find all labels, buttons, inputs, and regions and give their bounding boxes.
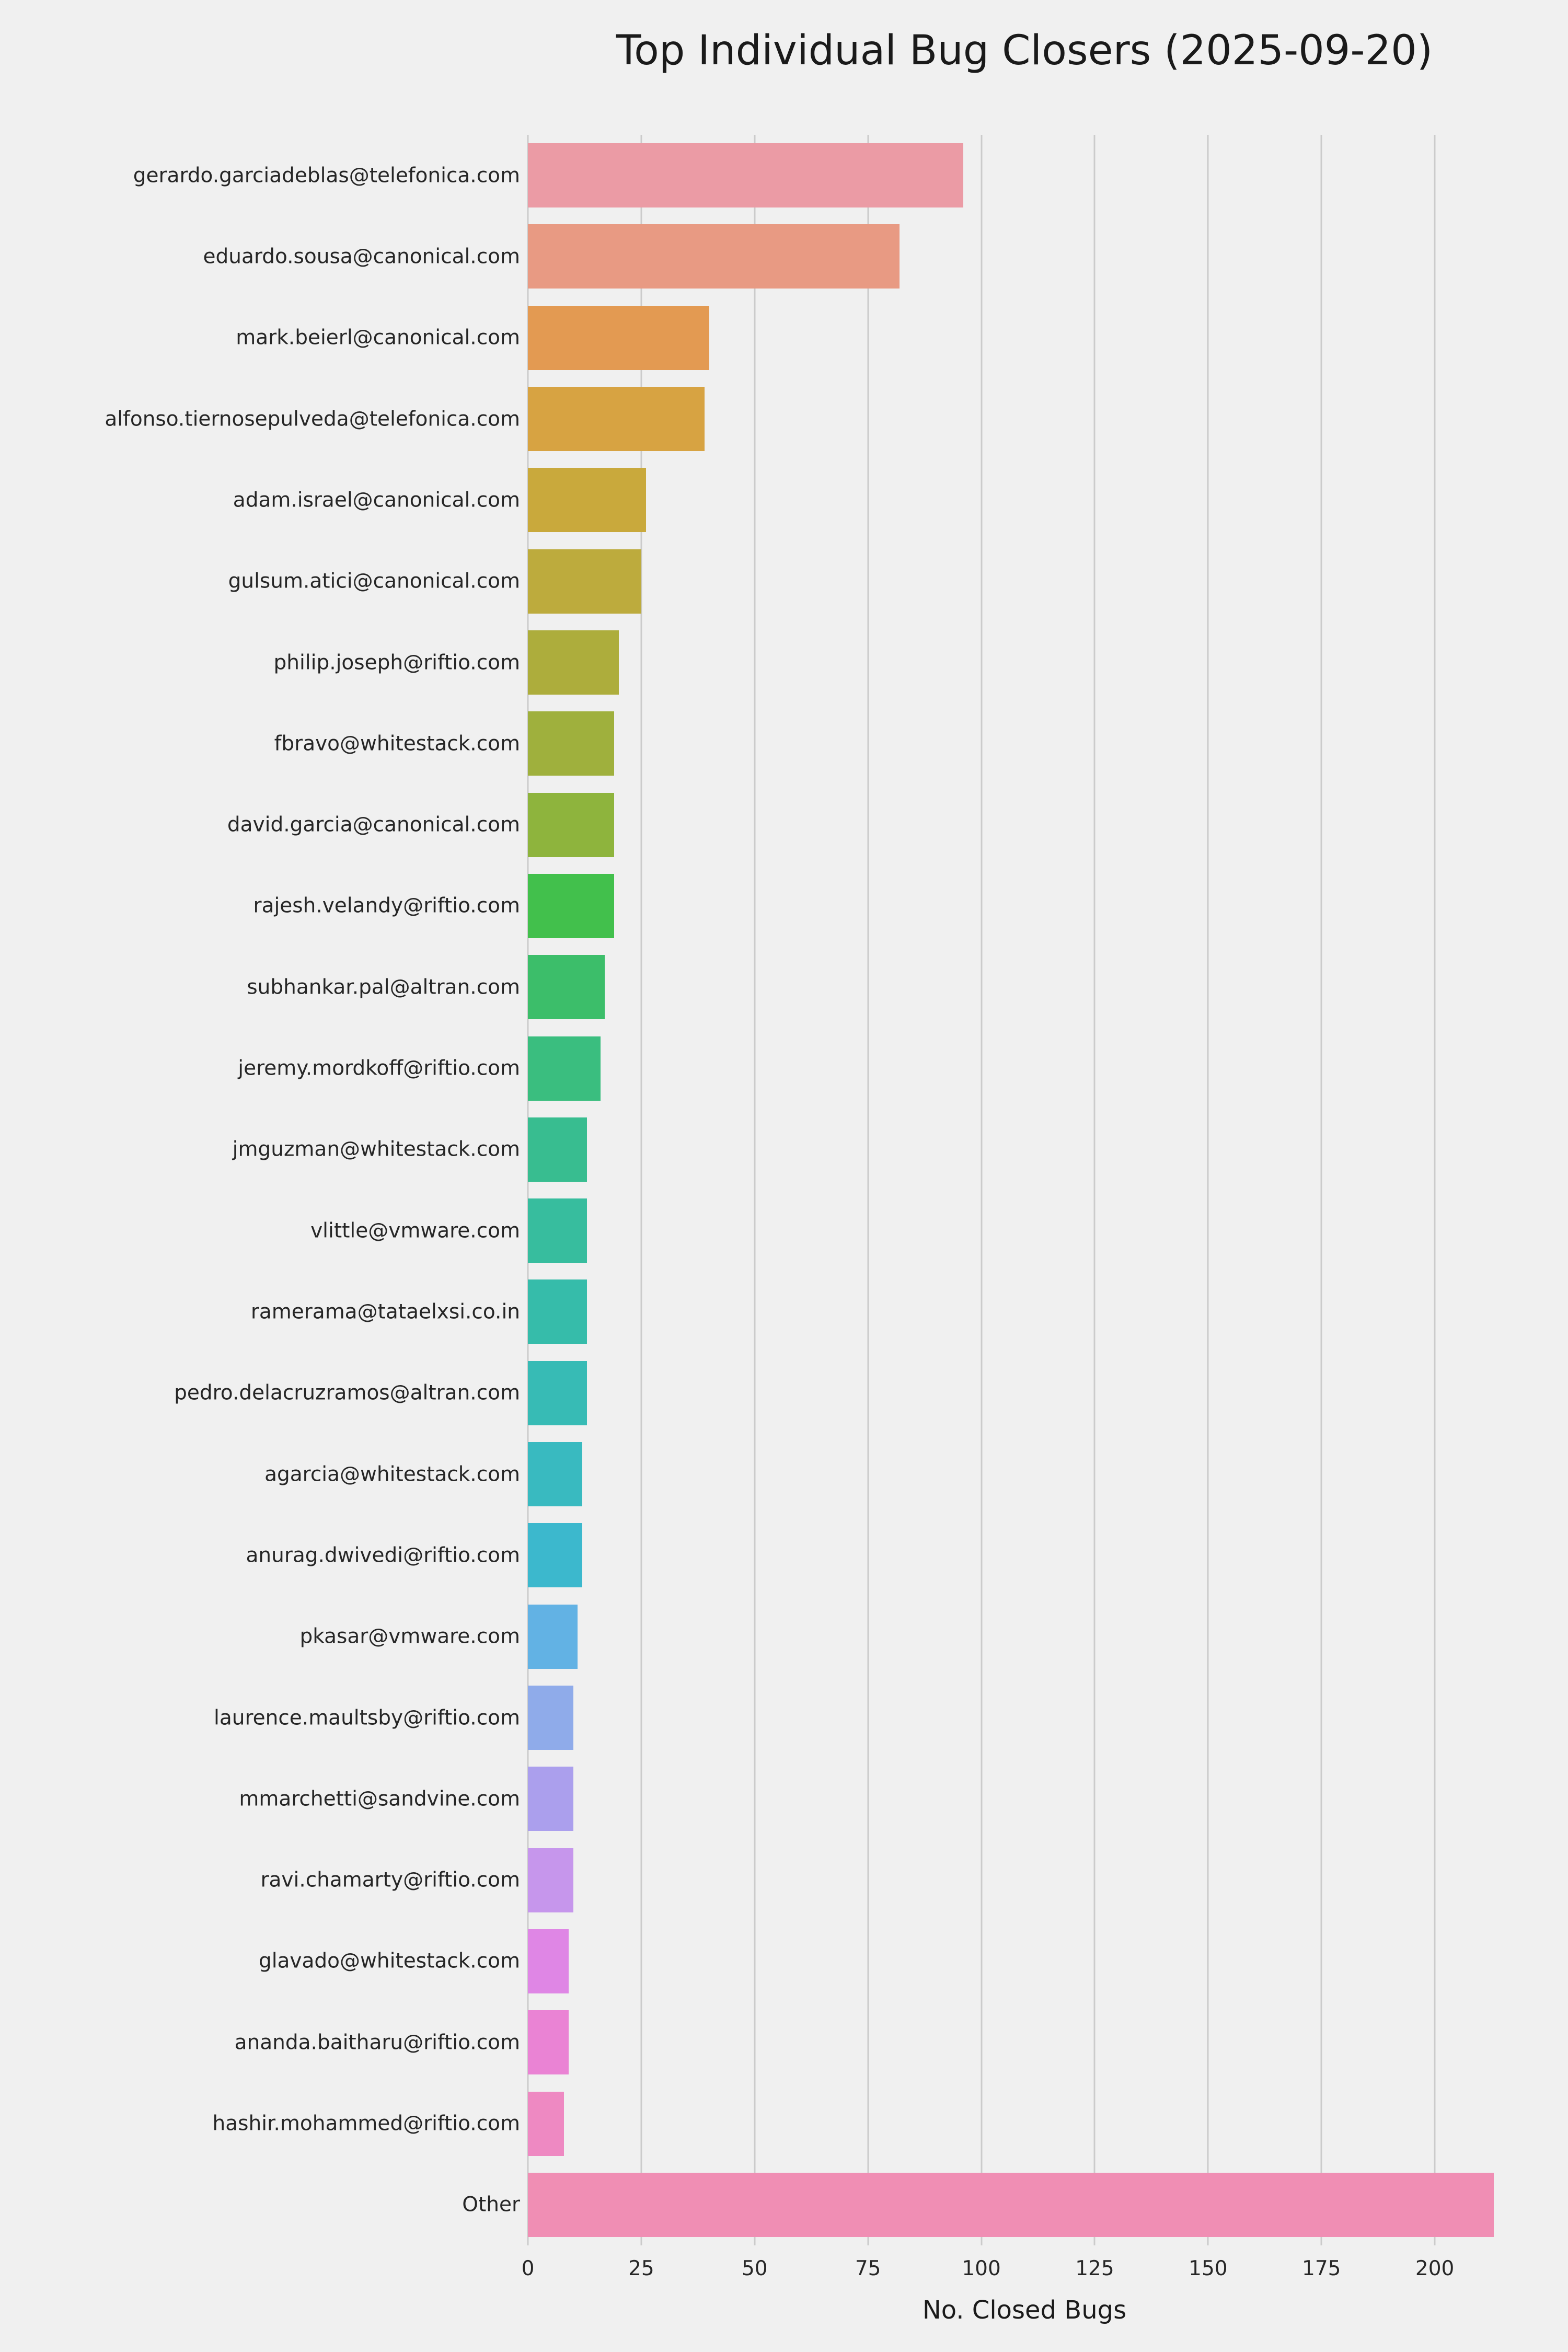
bar	[528, 1767, 573, 1831]
bar	[528, 955, 605, 1019]
x-tick-label: 50	[741, 2257, 768, 2280]
bar	[528, 143, 963, 207]
category-label: adam.israel@canonical.com	[233, 488, 520, 512]
chart-title: Top Individual Bug Closers (2025-09-20)	[616, 27, 1433, 74]
category-label: laurence.maultsby@riftio.com	[214, 1706, 520, 1730]
x-axis-label: No. Closed Bugs	[922, 2296, 1127, 2325]
gridline	[754, 135, 756, 2245]
bar	[528, 711, 614, 776]
gridline	[1207, 135, 1209, 2245]
bar	[528, 549, 641, 614]
bar	[528, 2173, 1494, 2237]
plot-area	[527, 135, 1521, 2245]
category-label: ramerama@tataelxsi.co.in	[250, 1300, 520, 1324]
x-tick-label: 100	[962, 2257, 1001, 2280]
bar	[528, 874, 614, 938]
x-tick-label: 125	[1075, 2257, 1114, 2280]
y-axis-labels: gerardo.garciadeblas@telefonica.com eduar…	[0, 135, 520, 2245]
x-tick-label: 25	[628, 2257, 654, 2280]
bar	[528, 1117, 587, 1182]
gridline	[867, 135, 869, 2245]
bar	[528, 793, 614, 857]
gridline	[1434, 135, 1436, 2245]
category-label: jmguzman@whitestack.com	[232, 1137, 520, 1161]
bar	[528, 1442, 583, 1506]
category-label: anurag.dwivedi@riftio.com	[246, 1543, 520, 1567]
category-label: gulsum.atici@canonical.com	[228, 569, 520, 593]
bar	[528, 224, 900, 289]
category-label: agarcia@whitestack.com	[264, 1462, 520, 1486]
category-label: eduardo.sousa@canonical.com	[203, 245, 521, 269]
bar	[528, 1929, 569, 1993]
category-label: fbravo@whitestack.com	[274, 732, 520, 756]
gridline	[981, 135, 983, 2245]
bar	[528, 1686, 573, 1750]
category-label: philip.joseph@riftio.com	[273, 651, 520, 675]
category-label: mark.beierl@canonical.com	[236, 326, 520, 350]
gridline	[527, 135, 529, 2245]
bar	[528, 2010, 569, 2074]
bar	[528, 1036, 601, 1101]
category-label: subhankar.pal@altran.com	[247, 975, 520, 999]
category-label: Other	[462, 2193, 520, 2217]
x-tick-label: 150	[1189, 2257, 1228, 2280]
bar	[528, 630, 619, 695]
category-label: pkasar@vmware.com	[299, 1624, 520, 1648]
category-label: jeremy.mordkoff@riftio.com	[238, 1056, 520, 1080]
x-axis-ticks: 0 25 50 75 100 125 150 175 200	[522, 2257, 1521, 2288]
category-label: david.garcia@canonical.com	[227, 813, 520, 837]
bar	[528, 306, 710, 370]
bar	[528, 468, 646, 532]
gridline	[1320, 135, 1322, 2245]
x-tick-label: 75	[855, 2257, 881, 2280]
x-tick-label: 0	[521, 2257, 535, 2280]
bar	[528, 1279, 587, 1344]
category-label: vlittle@vmware.com	[310, 1219, 520, 1243]
category-label: ananda.baitharu@riftio.com	[234, 2031, 520, 2055]
category-label: rajesh.velandy@riftio.com	[253, 894, 520, 918]
bar	[528, 1848, 573, 1912]
bar	[528, 1198, 587, 1263]
category-label: glavado@whitestack.com	[258, 1949, 520, 1973]
x-tick-label: 175	[1302, 2257, 1341, 2280]
category-label: hashir.mohammed@riftio.com	[212, 2112, 520, 2136]
category-label: pedro.delacruzramos@altran.com	[174, 1381, 520, 1405]
bar	[528, 1523, 583, 1587]
gridline	[640, 135, 642, 2245]
bar	[528, 2092, 564, 2156]
category-label: alfonso.tiernosepulveda@telefonica.com	[105, 407, 520, 431]
bar	[528, 387, 705, 451]
category-label: ravi.chamarty@riftio.com	[260, 1868, 520, 1892]
gridline	[1093, 135, 1096, 2245]
x-tick-label: 200	[1415, 2257, 1455, 2280]
bar	[528, 1605, 578, 1669]
category-label: mmarchetti@sandvine.com	[239, 1787, 520, 1811]
category-label: gerardo.garciadeblas@telefonica.com	[133, 164, 520, 188]
bar	[528, 1361, 587, 1425]
